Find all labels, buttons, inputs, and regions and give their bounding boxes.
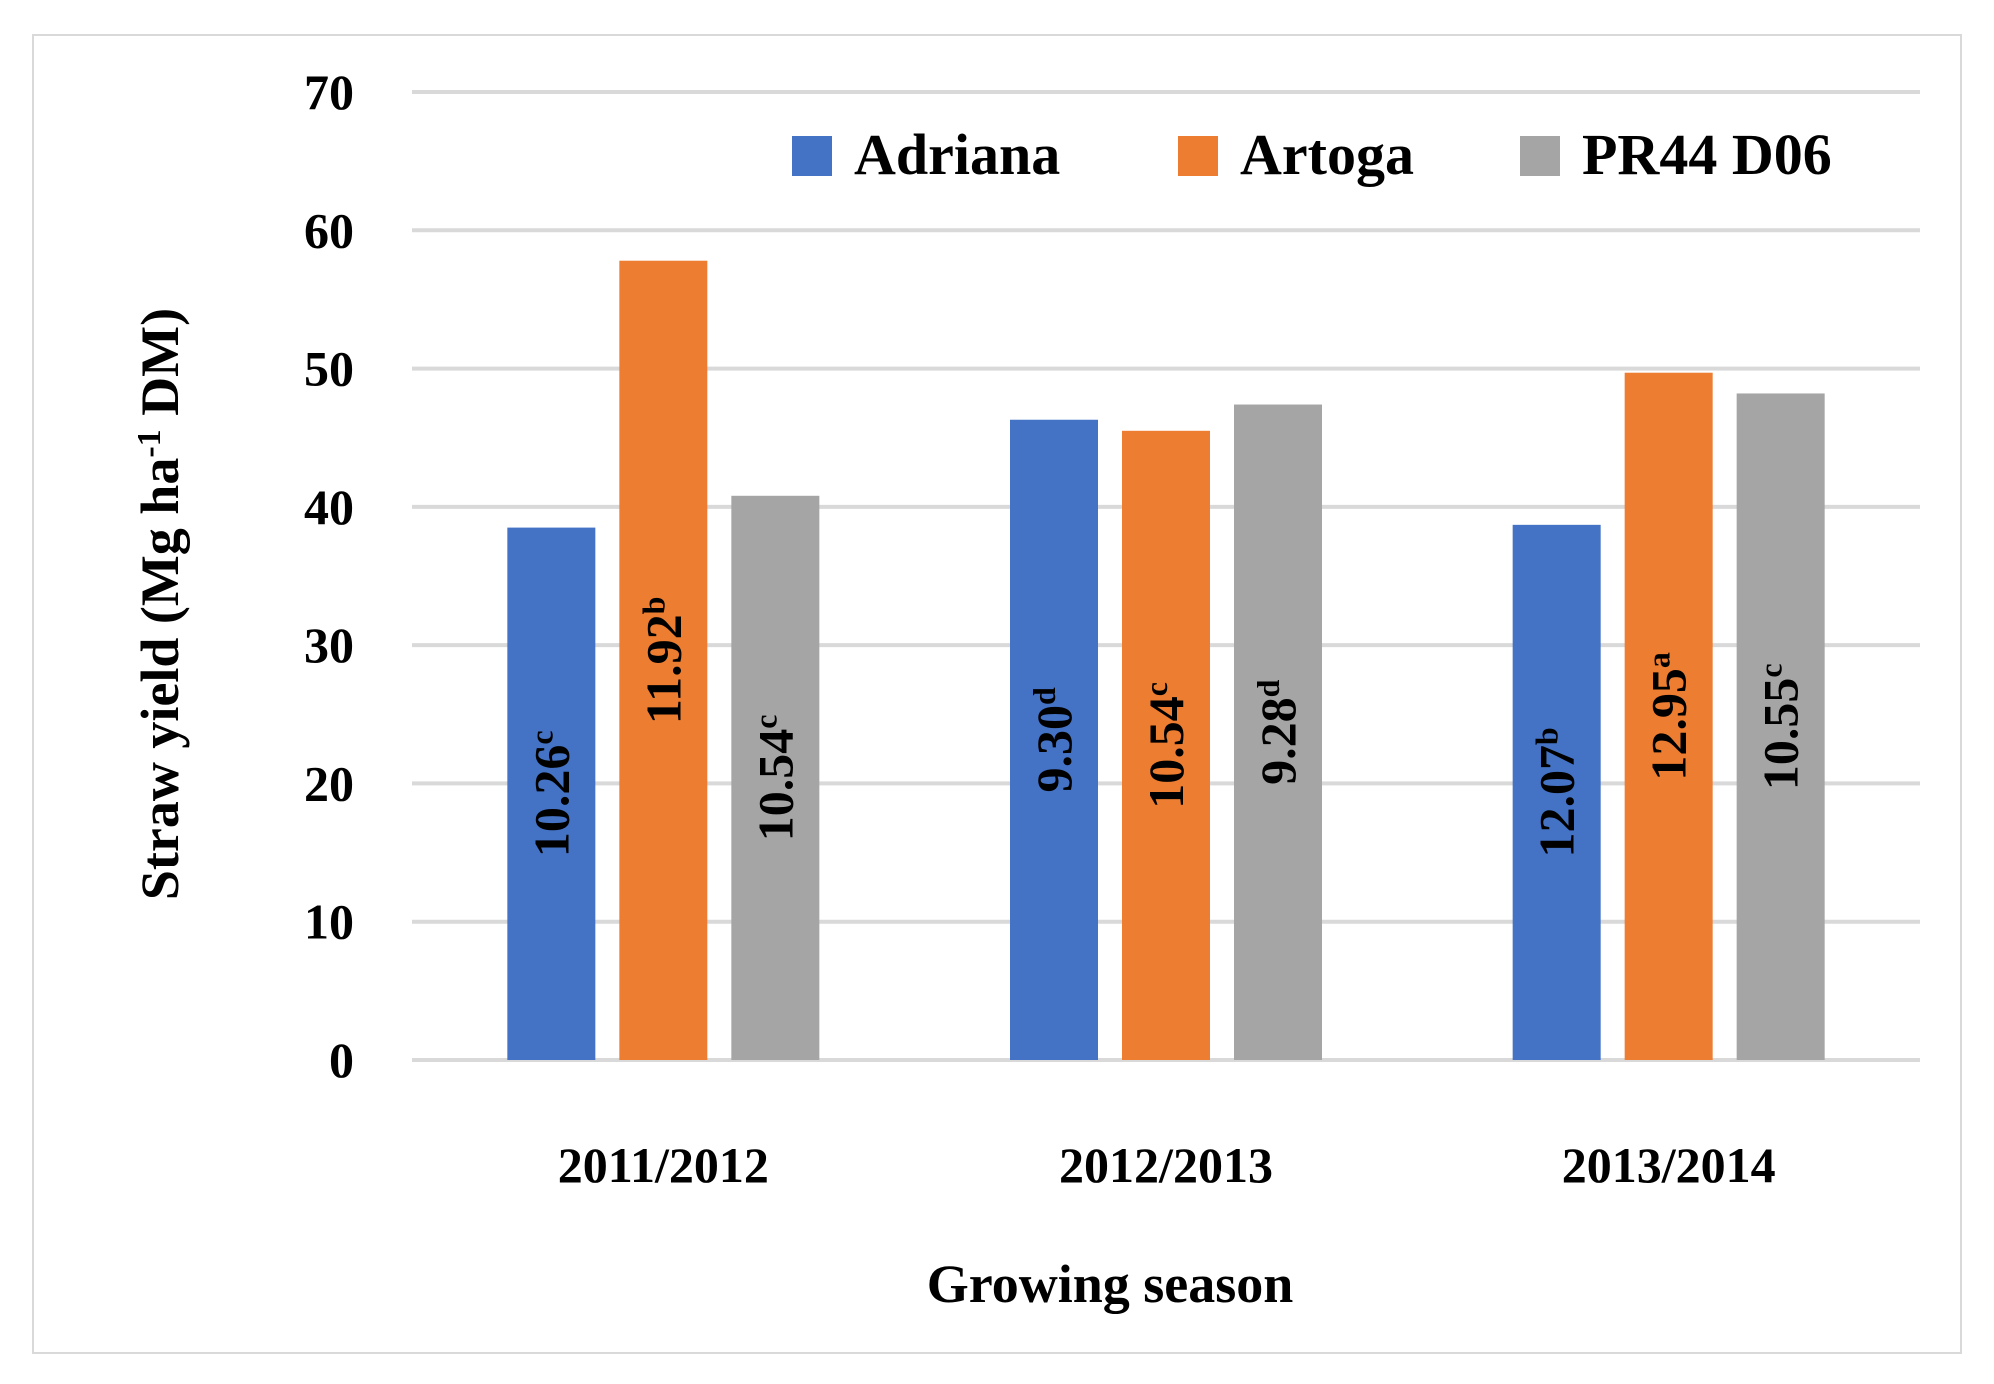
- bar-data-value: 9.30: [1026, 705, 1082, 793]
- bar-artoga-2013-2014: [1624, 372, 1713, 1061]
- y-tick-label: 0: [329, 1032, 354, 1088]
- bar-data-value: 12.95: [1641, 668, 1697, 781]
- bar-data-value: 10.26: [523, 745, 579, 858]
- bar-artoga-2012-2013: [1122, 430, 1210, 1060]
- bar-data-letter: d: [1250, 679, 1286, 697]
- bar-data-letter: c: [1138, 682, 1174, 696]
- y-tick-label: 40: [304, 479, 354, 535]
- bar-data-letter: d: [1026, 687, 1062, 705]
- bar-data-value: 10.54: [747, 729, 803, 842]
- bar-data-label: 11.92b: [635, 597, 691, 725]
- bar-data-letter: c: [1753, 663, 1789, 677]
- bar-pr44-d06-2012-2013: [1234, 404, 1322, 1060]
- bar-adriana-2011-2012: [507, 527, 596, 1060]
- y-tick-label: 30: [304, 617, 354, 673]
- legend-label-adriana: Adriana: [854, 122, 1060, 187]
- bar-data-letter: b: [635, 597, 671, 615]
- bar-data-value: 10.54: [1138, 696, 1194, 809]
- x-tick-label: 2011/2012: [558, 1137, 769, 1193]
- y-tick-labels: 0 10 20 30 40 50 60 70: [304, 64, 354, 1088]
- y-tick-label: 70: [304, 64, 354, 120]
- bar-data-label: 9.30d: [1026, 687, 1082, 793]
- bar-adriana-2013-2014: [1512, 524, 1601, 1060]
- bar-artoga-2011-2012: [619, 260, 708, 1060]
- bar-data-label: 12.07b: [1529, 727, 1585, 857]
- bar-pr44-d06-2013-2014: [1736, 393, 1825, 1060]
- bar-data-label: 9.28d: [1250, 679, 1306, 785]
- legend: Adriana Artoga PR44 D06: [792, 122, 1832, 187]
- legend-label-artoga: Artoga: [1240, 122, 1414, 187]
- legend-swatch-adriana: [792, 136, 832, 176]
- legend-label-pr44-d06: PR44 D06: [1582, 122, 1832, 187]
- y-axis-title-superscript: -1: [131, 429, 168, 457]
- y-tick-label: 50: [304, 341, 354, 397]
- bar-adriana-2012-2013: [1010, 419, 1098, 1060]
- x-tick-label: 2013/2014: [1562, 1137, 1776, 1193]
- bar-data-value: 12.07: [1529, 745, 1585, 858]
- bar-data-value: 9.28: [1250, 697, 1306, 785]
- bar-data-label: 10.54c: [1138, 682, 1194, 809]
- bar-data-label: 10.26c: [523, 730, 579, 857]
- bar-pr44-d06-2011-2012: [731, 495, 820, 1060]
- x-tick-label: 2012/2013: [1059, 1137, 1273, 1193]
- y-tick-label: 20: [304, 755, 354, 811]
- bar-data-letter: c: [523, 730, 559, 744]
- bar-data-letter: b: [1529, 727, 1565, 745]
- y-tick-label: 60: [304, 202, 354, 258]
- y-axis-title-tail: DM): [130, 308, 190, 429]
- bar-data-label: 10.55c: [1753, 663, 1809, 790]
- x-tick-labels: 2011/2012 2012/2013 2013/2014: [558, 1137, 1776, 1193]
- bar-data-letter: c: [747, 715, 783, 729]
- legend-swatch-pr44-d06: [1520, 136, 1560, 176]
- bar-data-value: 11.92: [635, 614, 691, 724]
- bar-data-label: 10.54c: [747, 715, 803, 842]
- y-tick-label: 10: [304, 894, 354, 950]
- x-axis-title: Growing season: [927, 1254, 1294, 1314]
- bar-data-label: 12.95a: [1641, 652, 1697, 781]
- y-axis-title-main: Straw yield (Mg ha: [130, 458, 190, 900]
- legend-swatch-artoga: [1178, 136, 1218, 176]
- bar-data-value: 10.55: [1753, 678, 1809, 791]
- y-axis-title: Straw yield (Mg ha-1 DM): [130, 308, 190, 900]
- bar-data-letter: a: [1641, 652, 1677, 668]
